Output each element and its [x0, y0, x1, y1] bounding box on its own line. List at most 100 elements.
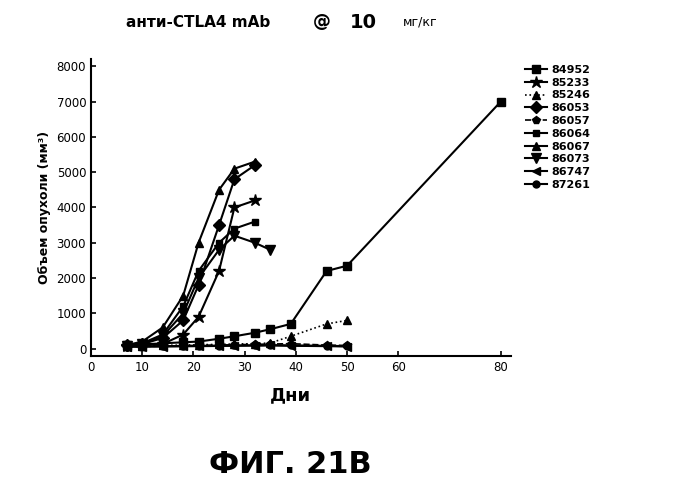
87261 [122, 343, 131, 349]
86064 [158, 331, 167, 337]
87261 [179, 343, 188, 349]
Line: 86064: 86064 [123, 218, 258, 349]
85233 [122, 343, 131, 349]
86057 [230, 342, 239, 348]
Y-axis label: Объем опухоли (мм³): Объем опухоли (мм³) [38, 131, 51, 284]
86057 [122, 344, 131, 350]
86053 [195, 282, 203, 288]
86073 [230, 233, 239, 239]
86747 [138, 344, 146, 350]
86053 [158, 335, 167, 341]
85246 [158, 342, 167, 348]
86053 [230, 176, 239, 182]
86747 [251, 343, 259, 349]
85233 [195, 314, 203, 320]
85246 [266, 340, 274, 346]
86057 [179, 343, 188, 349]
84952 [215, 336, 223, 342]
86073 [158, 333, 167, 339]
Text: Дни: Дни [270, 386, 311, 404]
84952 [122, 342, 131, 348]
86073 [138, 341, 146, 347]
85233 [179, 331, 188, 337]
86747 [323, 343, 331, 349]
Line: 86053: 86053 [122, 161, 259, 349]
86053 [138, 341, 146, 347]
87261 [158, 343, 167, 349]
86053 [215, 222, 223, 228]
Line: 84952: 84952 [122, 97, 505, 349]
86064 [230, 226, 239, 232]
86057 [215, 342, 223, 348]
Line: 87261: 87261 [123, 342, 351, 350]
84952 [343, 263, 351, 269]
86747 [286, 343, 295, 349]
86747 [343, 343, 351, 349]
86747 [122, 344, 131, 350]
86057 [195, 342, 203, 348]
85246 [179, 342, 188, 348]
87261 [251, 342, 259, 348]
86067 [195, 240, 203, 246]
86747 [215, 343, 223, 349]
86073 [251, 240, 259, 246]
86073 [266, 247, 274, 253]
86057 [158, 343, 167, 349]
86067 [215, 187, 223, 193]
86067 [230, 165, 239, 171]
84952 [230, 333, 239, 339]
Line: 86057: 86057 [122, 339, 351, 351]
84952 [323, 268, 331, 274]
86064 [179, 303, 188, 309]
86747 [195, 343, 203, 349]
Text: @: @ [313, 13, 331, 31]
Line: 86073: 86073 [122, 231, 275, 351]
86073 [215, 247, 223, 253]
86747 [266, 342, 274, 348]
85246 [215, 341, 223, 347]
87261 [138, 343, 146, 349]
86064 [138, 340, 146, 346]
84952 [195, 338, 203, 344]
86064 [251, 219, 259, 225]
85233 [251, 198, 259, 204]
86073 [195, 275, 203, 281]
84952 [138, 341, 146, 347]
86067 [179, 293, 188, 299]
Line: 86067: 86067 [122, 158, 259, 349]
87261 [230, 342, 239, 348]
86057 [343, 342, 351, 348]
85233 [158, 341, 167, 347]
85246 [230, 341, 239, 347]
Text: анти-CTLA4 mAb: анти-CTLA4 mAb [126, 15, 270, 30]
87261 [323, 343, 331, 349]
86067 [158, 325, 167, 330]
Line: 85233: 85233 [120, 194, 261, 352]
85246 [122, 343, 131, 349]
84952 [286, 321, 295, 327]
87261 [195, 343, 203, 349]
Line: 86747: 86747 [122, 341, 351, 351]
85246 [286, 333, 295, 339]
84952 [266, 326, 274, 332]
85246 [251, 341, 259, 347]
86064 [195, 268, 203, 274]
86064 [215, 240, 223, 246]
86747 [179, 343, 188, 349]
86747 [158, 343, 167, 349]
86747 [230, 343, 239, 349]
86057 [286, 341, 295, 347]
85246 [138, 343, 146, 349]
87261 [215, 343, 223, 349]
85246 [323, 321, 331, 327]
Text: ФИГ. 21B: ФИГ. 21B [209, 450, 372, 479]
86073 [179, 310, 188, 316]
87261 [286, 342, 295, 348]
86067 [138, 338, 146, 344]
85246 [343, 318, 351, 324]
85233 [215, 268, 223, 274]
84952 [158, 340, 167, 346]
85246 [195, 342, 203, 348]
87261 [266, 342, 274, 348]
86053 [122, 342, 131, 348]
